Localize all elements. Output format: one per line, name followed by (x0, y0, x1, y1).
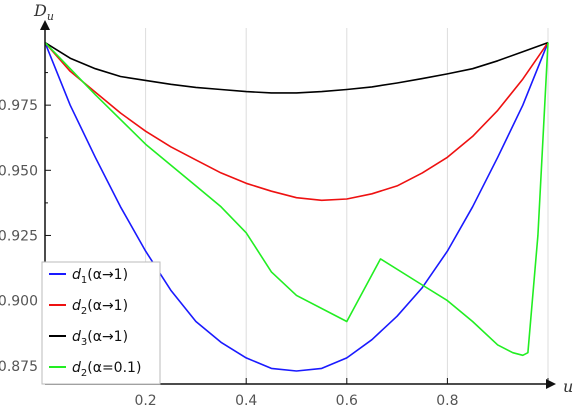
legend-label: d2(α→1) (72, 298, 128, 317)
legend-label: d2(α=0.1) (72, 360, 141, 379)
y-axis-title-main: D (33, 1, 47, 20)
series-line-3 (44, 41, 549, 94)
y-tick-label: 0.925 (0, 228, 38, 244)
x-tick-label: 0.4 (235, 393, 257, 409)
legend-label: d1(α→1) (72, 267, 128, 286)
series-lines (44, 41, 549, 372)
y-tick-label: 0.900 (0, 294, 38, 310)
legend-box (41, 261, 161, 385)
y-axis-arrow (40, 20, 50, 30)
x-axis-title: u (563, 377, 573, 396)
x-tick-label: 0.2 (134, 393, 156, 409)
series-line-4 (44, 42, 549, 357)
y-tick-label: 0.975 (0, 98, 38, 114)
y-tick-label: 0.875 (0, 359, 38, 375)
series-line-2 (44, 42, 549, 202)
y-axis-title-sub: u (47, 10, 54, 23)
x-tick-label: 0.8 (436, 393, 458, 409)
tick-marks: 0.2 0.4 0.6 0.8 0.875 0.900 0.925 0.950 0.975 (0, 72, 549, 409)
legend-label: d3(α→1) (72, 329, 128, 348)
y-tick-label: 0.950 (0, 163, 38, 179)
legend: d1(α→1) d2(α→1) d3(α→1) d2(α=0.1) (41, 261, 161, 385)
grid-lines (145, 28, 549, 384)
series-line-1 (44, 42, 549, 372)
y-axis-title: Du (33, 1, 54, 23)
x-tick-label: 0.6 (336, 393, 358, 409)
